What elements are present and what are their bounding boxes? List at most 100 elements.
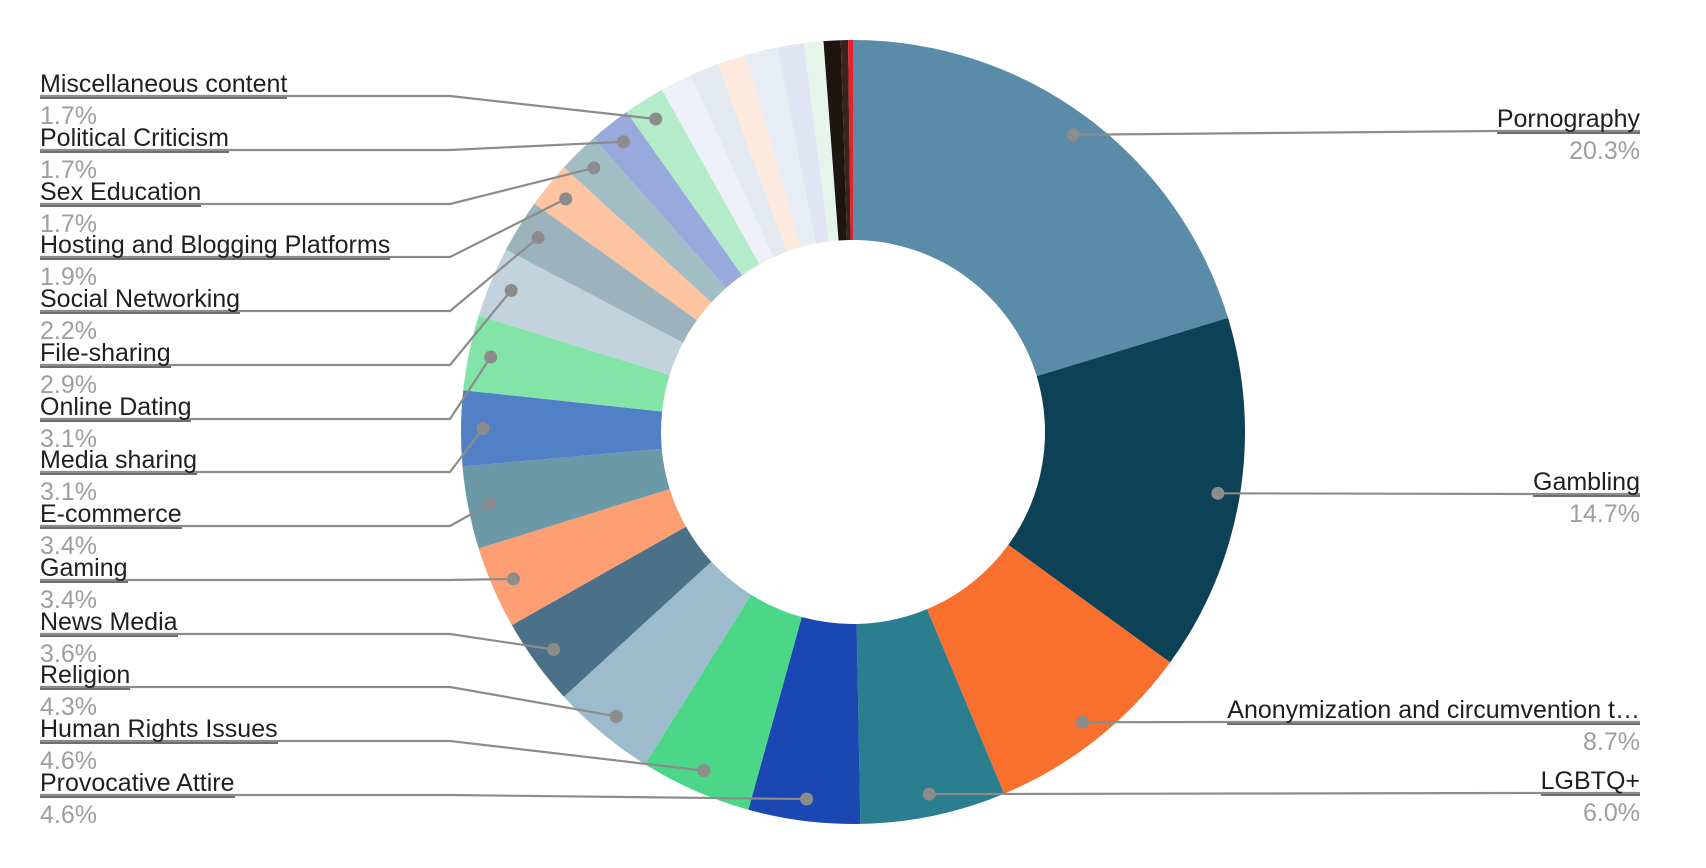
slice-unlabeled-20[interactable] (717, 54, 801, 252)
slice-percent: 20.3% (1569, 137, 1640, 165)
leader-line (40, 356, 492, 421)
slice-anonymization-and-circumvention-t-[interactable] (927, 544, 1171, 794)
slice-pornography[interactable] (853, 40, 1229, 377)
slice-label-block: Gaming 3.4% (40, 555, 450, 613)
slice-label: LGBTQ+ (1540, 767, 1640, 796)
leader-line (40, 197, 567, 259)
leader-line (40, 236, 539, 313)
leader-line (40, 577, 514, 582)
slice-percent: 3.1% (40, 478, 97, 506)
slice-label: Political Criticism (40, 124, 229, 153)
slice-label: Gambling (1533, 468, 1640, 497)
slice-unlabeled-24[interactable] (823, 40, 847, 241)
leader-dot (531, 231, 545, 245)
slice-label: Online Dating (40, 393, 192, 422)
slice-label: Pornography (1496, 105, 1640, 134)
slice-label-block: LGBTQ+ 6.0% (1180, 768, 1640, 826)
slice-political-criticism[interactable] (593, 111, 743, 288)
leader-line (40, 739, 705, 772)
slice-percent: 1.7% (40, 156, 97, 184)
slice-label: Media sharing (40, 446, 198, 475)
slice-label-block: E-commerce 3.4% (40, 501, 450, 559)
slice-percent: 3.6% (40, 640, 97, 668)
slice-percent: 3.1% (40, 425, 97, 453)
leader-dot (476, 422, 490, 436)
slice-social-networking[interactable] (505, 203, 697, 343)
slice-lgbtq+[interactable] (856, 609, 1005, 824)
leader-dot (506, 572, 520, 586)
slice-label: Social Networking (40, 285, 241, 314)
leader-dot (1066, 128, 1080, 142)
slice-file-sharing[interactable] (478, 249, 684, 375)
slice-percent: 6.0% (1583, 799, 1640, 827)
slice-label: Anonymization and circumvention t… (1227, 696, 1640, 725)
slice-label: News Media (40, 608, 178, 637)
slice-label-block: Sex Education 1.7% (40, 179, 450, 237)
slice-hosting-and-blogging-platforms[interactable] (534, 167, 712, 321)
slice-unlabeled-25[interactable] (840, 40, 851, 241)
slice-media-sharing[interactable] (461, 390, 663, 467)
slice-label: Gaming (40, 554, 128, 583)
slice-unlabeled-18[interactable] (661, 75, 774, 265)
slice-label-block: News Media 3.6% (40, 609, 450, 667)
slice-label: Sex Education (40, 178, 202, 207)
slice-label-block: File-sharing 2.9% (40, 340, 450, 398)
leader-dot (484, 350, 498, 364)
slice-label-block: Gambling 14.7% (1180, 469, 1640, 527)
leader-line (40, 94, 656, 121)
slice-percent: 1.9% (40, 263, 97, 291)
slice-label-block: Pornography 20.3% (1180, 106, 1640, 164)
slice-gambling[interactable] (1008, 317, 1245, 663)
slice-news-media[interactable] (511, 526, 712, 697)
leader-dot (1211, 486, 1225, 500)
slice-percent: 4.6% (40, 747, 97, 775)
leader-line (929, 791, 1640, 796)
leader-dot (483, 497, 497, 511)
slice-label: Miscellaneous content (40, 70, 288, 99)
leader-dot (587, 161, 601, 175)
slice-label-block: Miscellaneous content 1.7% (40, 71, 450, 129)
leader-line (40, 502, 491, 528)
slice-gaming[interactable] (478, 489, 686, 626)
slice-label-block: Hosting and Blogging Platforms 1.9% (40, 232, 450, 290)
leader-line (1073, 129, 1640, 136)
slice-percent: 3.4% (40, 532, 97, 560)
leader-line (40, 140, 624, 152)
slice-percent: 8.7% (1583, 728, 1640, 756)
leader-dot (649, 112, 663, 126)
slice-label-block: Anonymization and circumvention t… 8.7% (1180, 697, 1640, 755)
slice-label: Provocative Attire (40, 769, 235, 798)
leader-dot (559, 192, 573, 206)
slice-label: Human Rights Issues (40, 715, 278, 744)
leader-dot (547, 642, 561, 656)
slice-sex-education[interactable] (563, 137, 727, 303)
leader-line (1217, 492, 1640, 496)
slice-label-block: Political Criticism 1.7% (40, 125, 450, 183)
leader-line (40, 793, 807, 801)
leader-dot (616, 135, 630, 149)
leader-dot (504, 283, 518, 297)
slice-human-rights-issues[interactable] (645, 594, 802, 810)
slice-label-block: Media sharing 3.1% (40, 447, 450, 505)
leader-dot (922, 787, 936, 801)
leader-line (40, 427, 484, 474)
slice-e-commerce[interactable] (462, 448, 670, 549)
slice-unlabeled-22[interactable] (777, 43, 829, 244)
leader-dot (609, 709, 623, 723)
slice-percent: 14.7% (1569, 500, 1640, 528)
slice-unlabeled-26[interactable] (848, 40, 853, 241)
slice-label-block: Online Dating 3.1% (40, 394, 450, 452)
slice-label: Religion (40, 661, 131, 690)
slice-percent: 4.3% (40, 693, 97, 721)
leader-dot (1076, 715, 1090, 729)
slice-provocative-attire[interactable] (748, 617, 861, 824)
slice-unlabeled-23[interactable] (803, 41, 839, 242)
leader-dot (800, 792, 814, 806)
slice-label-block: Human Rights Issues 4.6% (40, 716, 450, 774)
slice-unlabeled-21[interactable] (746, 47, 816, 248)
slice-unlabeled-19[interactable] (690, 64, 787, 258)
slice-miscellaneous-content[interactable] (626, 89, 760, 276)
slice-online-dating[interactable] (463, 315, 670, 412)
slice-percent: 2.2% (40, 317, 97, 345)
